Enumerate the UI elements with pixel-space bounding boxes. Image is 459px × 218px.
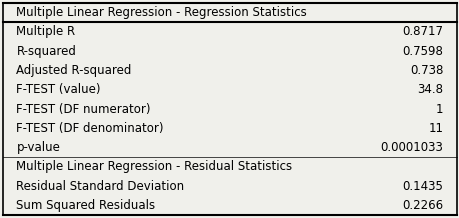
Text: 0.7598: 0.7598 (402, 44, 442, 58)
Text: 1: 1 (435, 102, 442, 116)
Text: F-TEST (DF numerator): F-TEST (DF numerator) (17, 102, 151, 116)
Text: 34.8: 34.8 (417, 83, 442, 96)
Text: 0.738: 0.738 (409, 64, 442, 77)
Text: F-TEST (value): F-TEST (value) (17, 83, 101, 96)
Text: Multiple Linear Regression - Regression Statistics: Multiple Linear Regression - Regression … (17, 6, 307, 19)
Text: Sum Squared Residuals: Sum Squared Residuals (17, 199, 155, 212)
Text: 0.1435: 0.1435 (402, 180, 442, 193)
Text: 11: 11 (428, 122, 442, 135)
Text: Multiple R: Multiple R (17, 25, 75, 38)
Text: 0.8717: 0.8717 (402, 25, 442, 38)
Text: p-value: p-value (17, 141, 60, 154)
Text: F-TEST (DF denominator): F-TEST (DF denominator) (17, 122, 163, 135)
Text: 0.0001033: 0.0001033 (380, 141, 442, 154)
Text: Adjusted R-squared: Adjusted R-squared (17, 64, 131, 77)
Text: Multiple Linear Regression - Residual Statistics: Multiple Linear Regression - Residual St… (17, 160, 292, 174)
Text: R-squared: R-squared (17, 44, 76, 58)
Text: Residual Standard Deviation: Residual Standard Deviation (17, 180, 184, 193)
Text: 0.2266: 0.2266 (402, 199, 442, 212)
